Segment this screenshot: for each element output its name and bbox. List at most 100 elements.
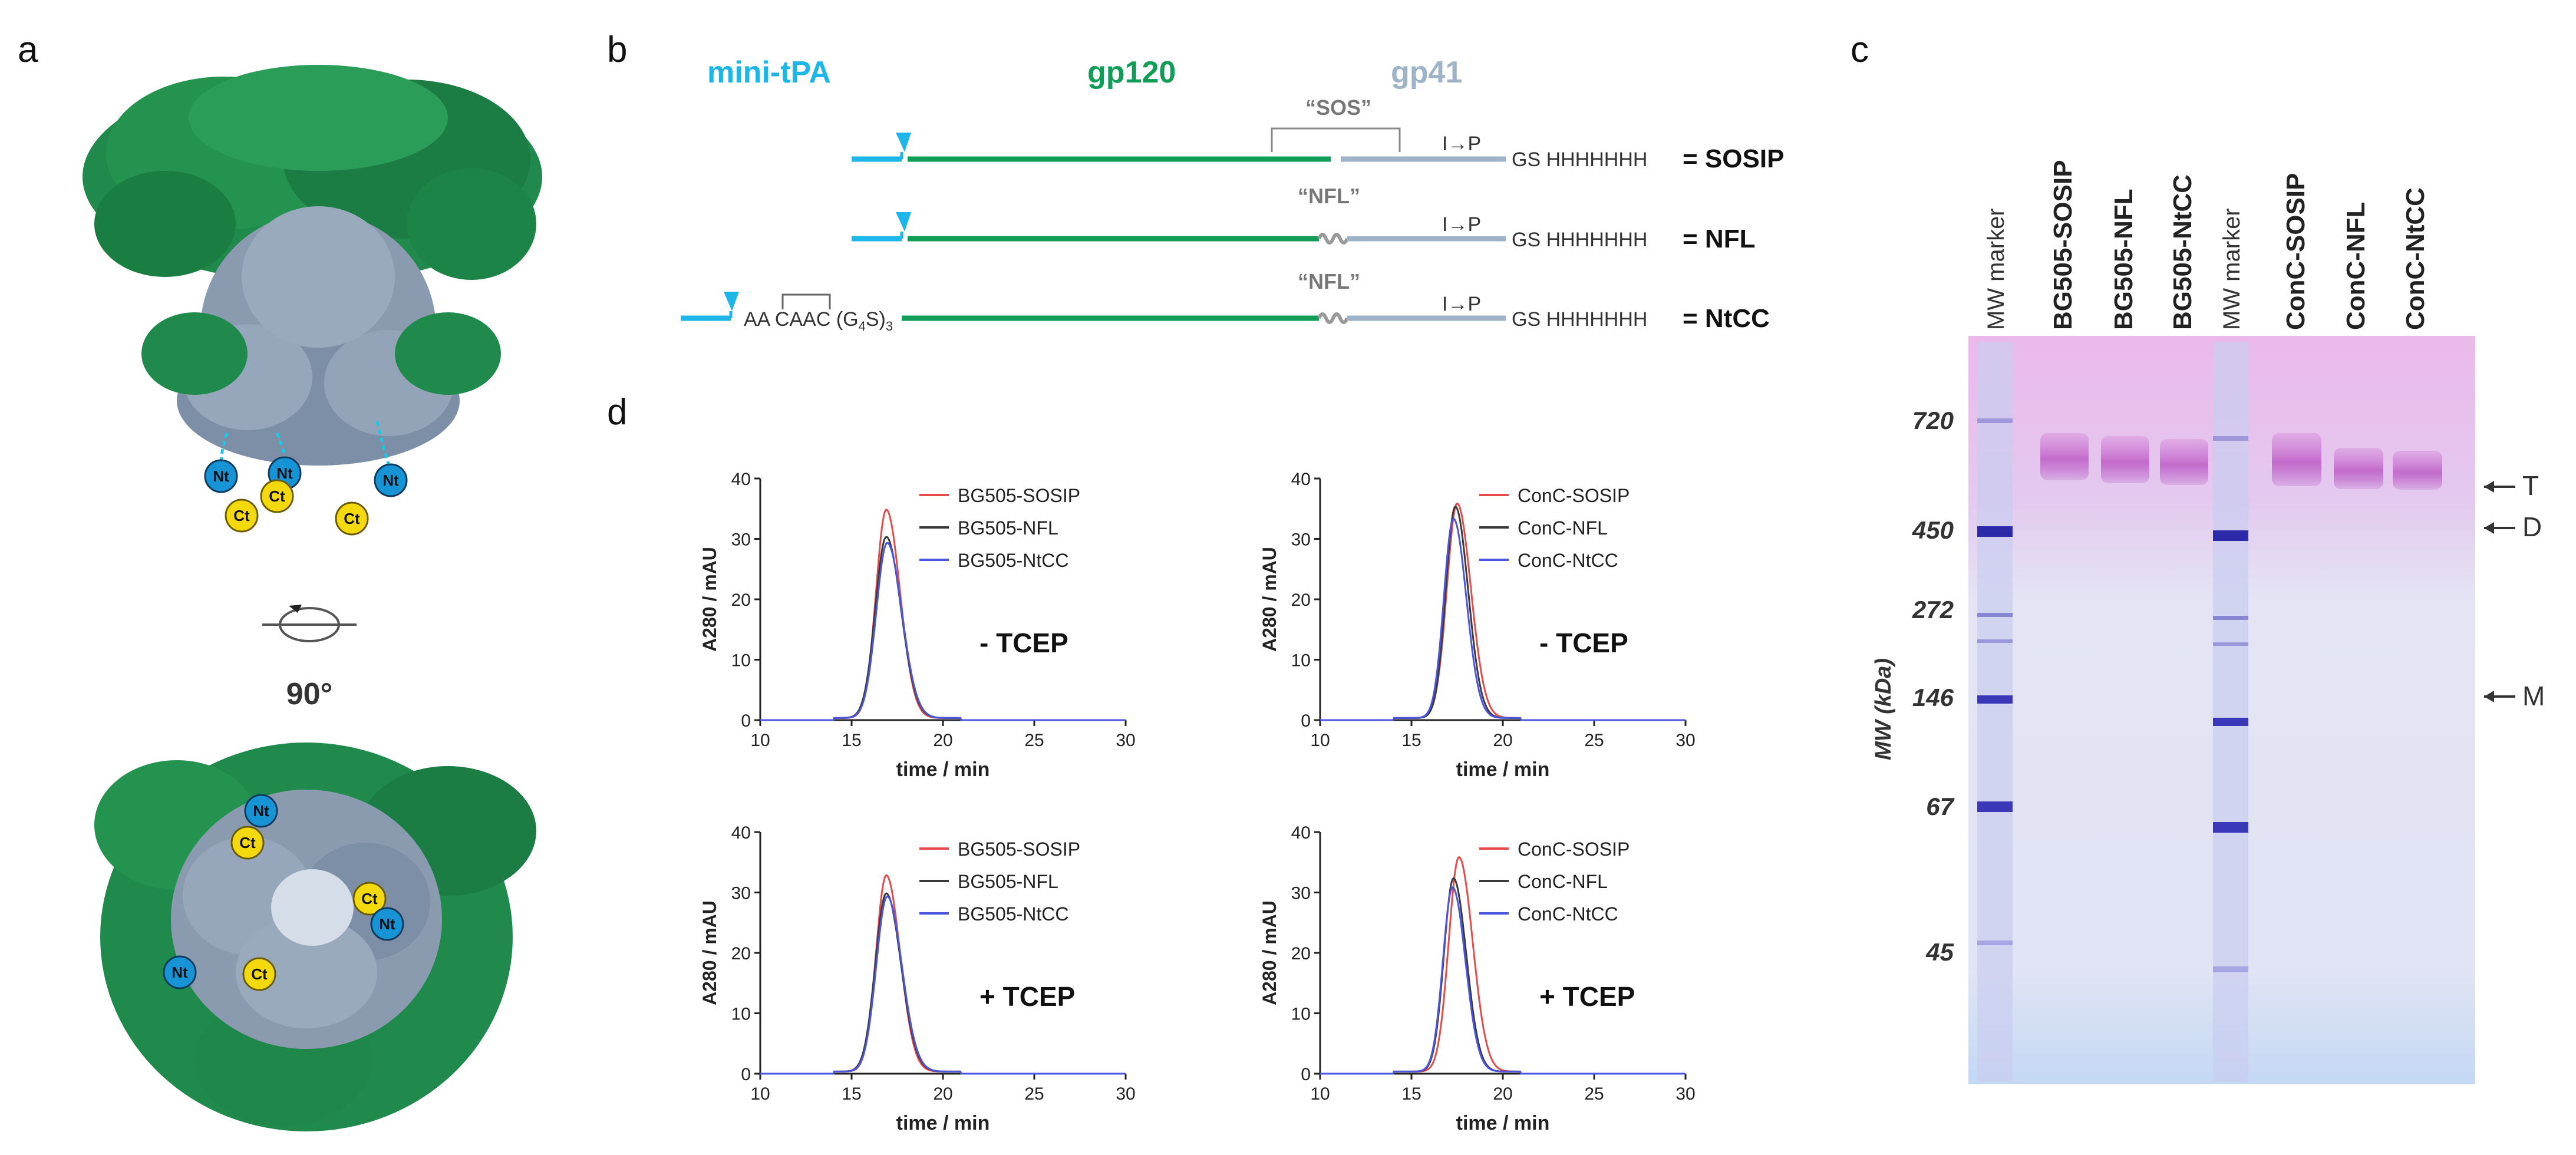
y-tick-label: 20 bbox=[731, 944, 751, 963]
svg-text:GS HHHHHHH: GS HHHHHHH bbox=[1512, 148, 1647, 171]
svg-text:Nt: Nt bbox=[253, 802, 269, 820]
x-tick-label: 30 bbox=[1675, 731, 1695, 750]
y-tick-label: 20 bbox=[731, 590, 751, 610]
legend-label: BG505-NtCC bbox=[958, 550, 1069, 571]
svg-text:I→P: I→P bbox=[1442, 133, 1481, 155]
chart-condition-label: + TCEP bbox=[1539, 981, 1635, 1012]
svg-text:Ct: Ct bbox=[361, 890, 378, 908]
construct-nfl: “NFL” I→P GS HHHHHHH = NFL bbox=[852, 184, 1755, 253]
mw-axis-title: MW (kDa) bbox=[1871, 658, 1896, 760]
marker-band bbox=[1977, 526, 2013, 537]
legend-label: BG505-SOSIP bbox=[958, 839, 1080, 860]
svg-text:I→P: I→P bbox=[1442, 293, 1481, 315]
band-label-dimer: D bbox=[2522, 512, 2542, 542]
marker-band bbox=[2213, 642, 2248, 646]
panel-a-label: a bbox=[18, 29, 38, 70]
ct-terminus-markers-side: Ct Ct Ct bbox=[225, 479, 369, 536]
svg-text:Ct: Ct bbox=[344, 510, 360, 527]
y-tick-label: 30 bbox=[731, 884, 751, 903]
y-tick-label: 0 bbox=[741, 1065, 751, 1084]
chart-condition-label: - TCEP bbox=[979, 628, 1068, 658]
y-tick-label: 40 bbox=[731, 823, 751, 843]
legend-label: ConC-NFL bbox=[1518, 517, 1608, 539]
marker-band bbox=[2213, 718, 2248, 726]
protein-top-view bbox=[94, 742, 536, 1131]
chart-condition-label: - TCEP bbox=[1539, 628, 1628, 658]
svg-text:I→P: I→P bbox=[1442, 213, 1481, 236]
panel-c-label: c bbox=[1851, 29, 1869, 70]
lane-label: ConC-NtCC bbox=[2401, 187, 2430, 330]
band-label-trimer: T bbox=[2522, 470, 2539, 501]
marker-band bbox=[1977, 940, 2013, 945]
x-tick-label: 15 bbox=[842, 731, 861, 750]
x-tick-label: 30 bbox=[1675, 1084, 1695, 1104]
svg-text:Nt: Nt bbox=[213, 467, 229, 485]
series-line-bg505-sosip bbox=[760, 508, 1126, 721]
sample-band bbox=[2160, 439, 2208, 485]
arrow-left-icon bbox=[2484, 481, 2515, 493]
nt-terminus-markers-side: Nt Nt Nt bbox=[204, 456, 408, 497]
x-tick-label: 25 bbox=[1584, 731, 1604, 750]
y-tick-label: 40 bbox=[731, 470, 751, 489]
mw-tick: 720 bbox=[1912, 407, 1954, 434]
svg-text:= SOSIP: = SOSIP bbox=[1683, 144, 1784, 173]
header-gp120: gp120 bbox=[1087, 55, 1176, 90]
svg-text:Ct: Ct bbox=[233, 507, 250, 524]
marker-band bbox=[2213, 530, 2248, 541]
mw-tick: 272 bbox=[1912, 596, 1954, 623]
header-mini-tpa: mini-tPA bbox=[707, 55, 831, 90]
sample-band bbox=[2334, 448, 2383, 489]
terminus-markers-top: Nt Ct Ct Nt Nt Ct bbox=[163, 794, 404, 991]
mw-tick: 67 bbox=[1926, 793, 1954, 820]
y-tick-label: 30 bbox=[731, 530, 751, 550]
y-axis-label: A280 / mAU bbox=[699, 900, 720, 1005]
protein-side-view bbox=[83, 65, 542, 466]
gel-lane-labels: MW marker BG505-SOSIP BG505-NFL BG505-Nt… bbox=[1983, 160, 2430, 330]
series-line-conc-ntcc bbox=[1320, 517, 1686, 721]
sample-band bbox=[2040, 433, 2089, 480]
cleavage-site-icon bbox=[896, 133, 911, 152]
panel-b-label: b bbox=[607, 29, 627, 70]
x-tick-label: 30 bbox=[1116, 1084, 1135, 1104]
legend-label: BG505-NFL bbox=[958, 517, 1058, 539]
svg-text:GS HHHHHHH: GS HHHHHHH bbox=[1512, 229, 1647, 251]
series-line-bg505-sosip bbox=[760, 874, 1126, 1075]
x-tick-label: 10 bbox=[750, 1084, 770, 1104]
gel-image bbox=[1968, 336, 2475, 1084]
svg-text:Ct: Ct bbox=[251, 965, 268, 983]
svg-text:= NFL: = NFL bbox=[1683, 225, 1755, 253]
legend-label: ConC-NtCC bbox=[1518, 903, 1618, 925]
header-gp41: gp41 bbox=[1391, 55, 1462, 90]
marker-band bbox=[1977, 801, 2013, 812]
arrow-left-icon bbox=[2484, 522, 2515, 534]
mw-axis: MW (kDa) 720 450 272 146 67 45 bbox=[1871, 407, 1955, 966]
x-axis-label: time / min bbox=[1456, 758, 1550, 781]
mw-tick: 450 bbox=[1912, 516, 1954, 544]
y-tick-label: 30 bbox=[1291, 530, 1311, 550]
legend-label: ConC-SOSIP bbox=[1518, 839, 1630, 860]
svg-text:GS HHHHHHH: GS HHHHHHH bbox=[1512, 308, 1647, 331]
y-tick-label: 20 bbox=[1291, 590, 1311, 610]
svg-text:Nt: Nt bbox=[276, 464, 293, 482]
svg-text:“SOS”: “SOS” bbox=[1305, 95, 1371, 120]
chart-condition-label: + TCEP bbox=[979, 981, 1075, 1012]
x-axis-label: time / min bbox=[1456, 1112, 1550, 1134]
series-line-bg505-ntcc bbox=[760, 542, 1126, 721]
x-tick-label: 30 bbox=[1116, 731, 1135, 750]
x-tick-label: 10 bbox=[1310, 1084, 1330, 1104]
x-tick-label: 20 bbox=[1493, 731, 1512, 750]
y-tick-label: 0 bbox=[1301, 1065, 1311, 1084]
cleavage-site-icon bbox=[896, 212, 911, 232]
x-axis-label: time / min bbox=[896, 758, 990, 781]
marker-band bbox=[1977, 695, 2013, 704]
marker-band bbox=[2213, 822, 2248, 833]
svg-text:= NtCC: = NtCC bbox=[1683, 304, 1770, 333]
x-tick-label: 10 bbox=[1310, 731, 1330, 750]
svg-text:“NFL”: “NFL” bbox=[1298, 269, 1360, 293]
marker-band bbox=[1977, 639, 2013, 643]
marker-band bbox=[1977, 613, 2013, 617]
y-tick-label: 0 bbox=[1301, 711, 1311, 731]
